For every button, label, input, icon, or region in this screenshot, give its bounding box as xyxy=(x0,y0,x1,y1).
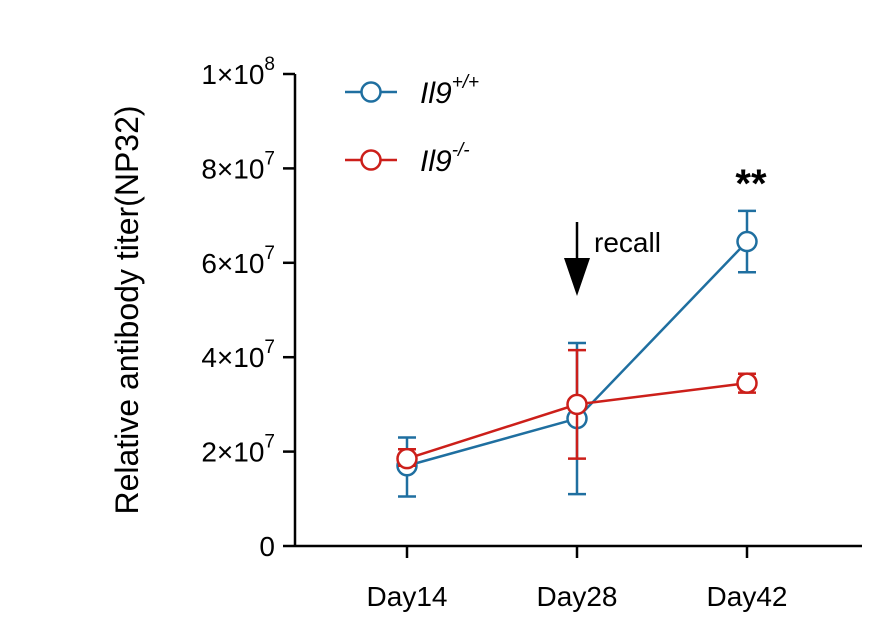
y-tick-label: 6×107 xyxy=(201,243,275,279)
legend-marker xyxy=(360,81,382,103)
recall-annotation: recall xyxy=(564,222,661,296)
y-tick-label: 0 xyxy=(259,531,275,562)
data-point xyxy=(396,447,418,470)
x-tick-label: Day14 xyxy=(367,581,448,612)
axes: 0 2×107 4×107 6×107 8×107 1×108 Day14 Day28 Day4… xyxy=(201,54,862,612)
y-tick-label: 4×107 xyxy=(201,337,275,373)
recall-arrow-head xyxy=(564,258,590,296)
series-1 xyxy=(396,348,758,470)
data-point xyxy=(736,372,758,394)
data-point xyxy=(566,393,588,416)
y-axis-label: Relative antibody titer(NP32) xyxy=(109,105,145,514)
x-tick-label: Day28 xyxy=(537,581,618,612)
legend-entry-1: Il9-/- xyxy=(345,140,470,178)
legend-label: Il9+/+ xyxy=(420,72,479,110)
legend: Il9+/+ Il9-/- xyxy=(345,72,479,178)
recall-label: recall xyxy=(594,227,661,258)
legend-label: Il9-/- xyxy=(420,140,470,178)
y-tick-label: 2×107 xyxy=(201,432,275,468)
legend-entry-0: Il9+/+ xyxy=(345,72,479,110)
data-point xyxy=(736,230,758,253)
legend-marker xyxy=(360,149,382,171)
x-tick-label: Day42 xyxy=(707,581,788,612)
series-layer xyxy=(396,209,758,498)
annotations: recall ** xyxy=(564,162,767,296)
y-tick-label: 8×107 xyxy=(201,148,275,184)
significance-label: ** xyxy=(735,162,767,206)
y-tick-label: 1×108 xyxy=(201,54,275,90)
